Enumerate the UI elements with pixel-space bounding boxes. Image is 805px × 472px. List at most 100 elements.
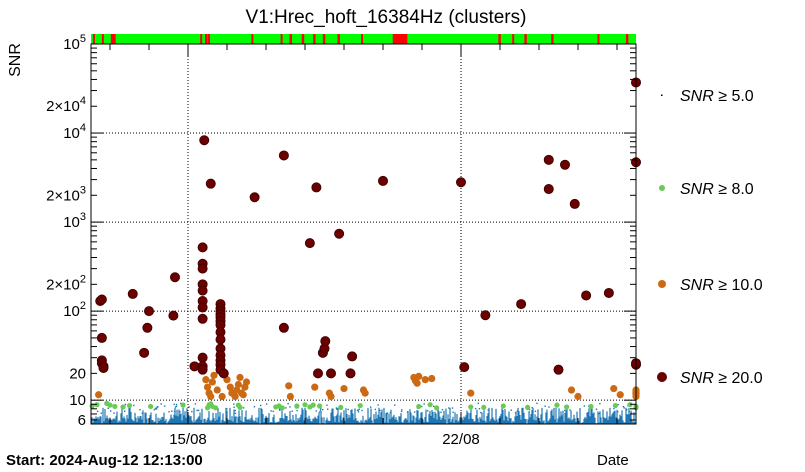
snr-5-point xyxy=(322,408,324,411)
snr-20-0-marker xyxy=(143,306,154,317)
snr-20-0-marker xyxy=(603,287,614,298)
snr-5-point xyxy=(124,410,126,412)
x-axis-label: Date xyxy=(597,452,629,469)
snr-5-point xyxy=(437,409,439,412)
snr-5-point xyxy=(113,412,115,414)
state-bar-bad-interval xyxy=(551,34,554,44)
snr-5-point xyxy=(427,410,429,412)
snr-5-point xyxy=(234,412,237,415)
snr-5-point xyxy=(389,411,392,414)
snr-5-point xyxy=(179,411,181,413)
snr-20-0-marker xyxy=(581,290,592,301)
snr-5-point xyxy=(617,403,619,406)
snr-20-0-marker xyxy=(169,272,180,283)
snr-5-point xyxy=(406,411,409,413)
snr-8-0-marker xyxy=(338,404,344,410)
snr-5-point xyxy=(386,412,388,414)
snr-8-0-marker xyxy=(468,404,474,410)
snr-5-point xyxy=(197,409,200,412)
snr-5-detections xyxy=(91,402,636,424)
snr-8-0-marker xyxy=(112,403,118,410)
snr-5-point xyxy=(374,408,376,411)
state-bar-ok xyxy=(91,34,636,44)
snr-5-point xyxy=(417,410,419,413)
snr-5-point xyxy=(302,412,304,415)
snr-5-point xyxy=(107,407,109,409)
snr-5-point xyxy=(440,411,442,414)
snr-20-0-marker xyxy=(325,368,336,379)
snr-5-point xyxy=(100,412,102,414)
legend-label: SNR ≥ 8.0 xyxy=(680,181,754,198)
snr-5-point xyxy=(626,409,628,411)
snr-8-0-marker xyxy=(279,405,285,411)
x-tick-labels: 15/08 22/08 xyxy=(169,431,480,448)
legend-marker xyxy=(661,94,663,96)
y-tick-label: 103 xyxy=(63,211,86,231)
y-tick-label: 105 xyxy=(63,33,86,53)
snr-5-point xyxy=(242,407,245,409)
snr-20-0-marker xyxy=(197,242,208,253)
snr-8-0-marker xyxy=(564,404,570,410)
snr-5-point xyxy=(196,409,198,412)
state-bar-bad-interval xyxy=(207,34,210,44)
y-tick-label: 6 xyxy=(78,412,86,429)
snr-10-0-marker xyxy=(213,386,221,394)
legend-label: SNR ≥ 5.0 xyxy=(680,88,754,105)
snr-10-0-marker xyxy=(467,389,475,397)
snr-10-0-marker xyxy=(234,380,242,389)
snr-5-point xyxy=(480,411,482,414)
snr-5-point xyxy=(96,410,99,413)
snr-20-0-marker xyxy=(569,198,580,209)
snr-5-point xyxy=(174,406,177,408)
snr-10-0-marker xyxy=(285,382,293,390)
snr-5-point xyxy=(175,403,178,406)
snr-10-0-marker xyxy=(286,392,294,401)
snr-5-point xyxy=(139,408,141,411)
snr-5-point xyxy=(361,409,363,412)
snr-5-point xyxy=(451,407,454,409)
snr-10-0-marker xyxy=(208,378,216,386)
snr-5-point xyxy=(583,405,586,407)
snr-5-point xyxy=(326,404,328,406)
snr-5-point xyxy=(400,410,403,413)
snr-10-0-marker xyxy=(226,383,234,391)
snr-20-0-marker xyxy=(377,175,388,186)
snr-5-point xyxy=(233,406,235,409)
snr-10-0-marker xyxy=(242,378,251,386)
snr-20-0-marker xyxy=(345,368,356,379)
snr-5-point xyxy=(260,404,262,407)
snr-5-point xyxy=(394,404,396,406)
snr-20-0-marker xyxy=(543,154,554,165)
snr-5-point xyxy=(318,411,321,413)
snr-5-point xyxy=(163,405,166,407)
snr-5-point xyxy=(128,412,131,414)
state-bar-bad-interval xyxy=(289,34,292,44)
snr-5-point xyxy=(544,405,546,407)
snr-8-0-marker xyxy=(427,402,433,408)
snr-5-point xyxy=(278,408,281,410)
snr-20-0-marker xyxy=(320,336,331,347)
snr-20-0-marker xyxy=(197,352,208,363)
grid xyxy=(91,44,636,424)
snr-20-0-marker xyxy=(304,238,315,249)
state-bar-bad-interval xyxy=(524,34,527,44)
snr-10-0-marker xyxy=(361,389,369,397)
y-tick-label: 2×102 xyxy=(46,273,86,293)
snr-10-0-marker xyxy=(210,371,218,379)
snr-5-point xyxy=(474,407,477,410)
snr-5-point xyxy=(109,410,112,412)
snr-5-point xyxy=(358,408,360,410)
snr-8-0-marker xyxy=(612,402,618,409)
plot-frame xyxy=(90,43,637,425)
snr-20-0-marker xyxy=(96,332,107,343)
snr-20-0-marker xyxy=(98,362,109,373)
snr-5-point xyxy=(173,410,176,413)
state-bar-bad-interval xyxy=(301,34,305,44)
snr-5-point xyxy=(168,410,170,413)
y-axis-label: SNR xyxy=(7,43,24,77)
snr-5-point xyxy=(180,402,182,405)
x-tick-label: 15/08 xyxy=(169,431,207,448)
snr-5-point xyxy=(155,407,157,410)
snr-20-0-marker xyxy=(197,285,208,296)
